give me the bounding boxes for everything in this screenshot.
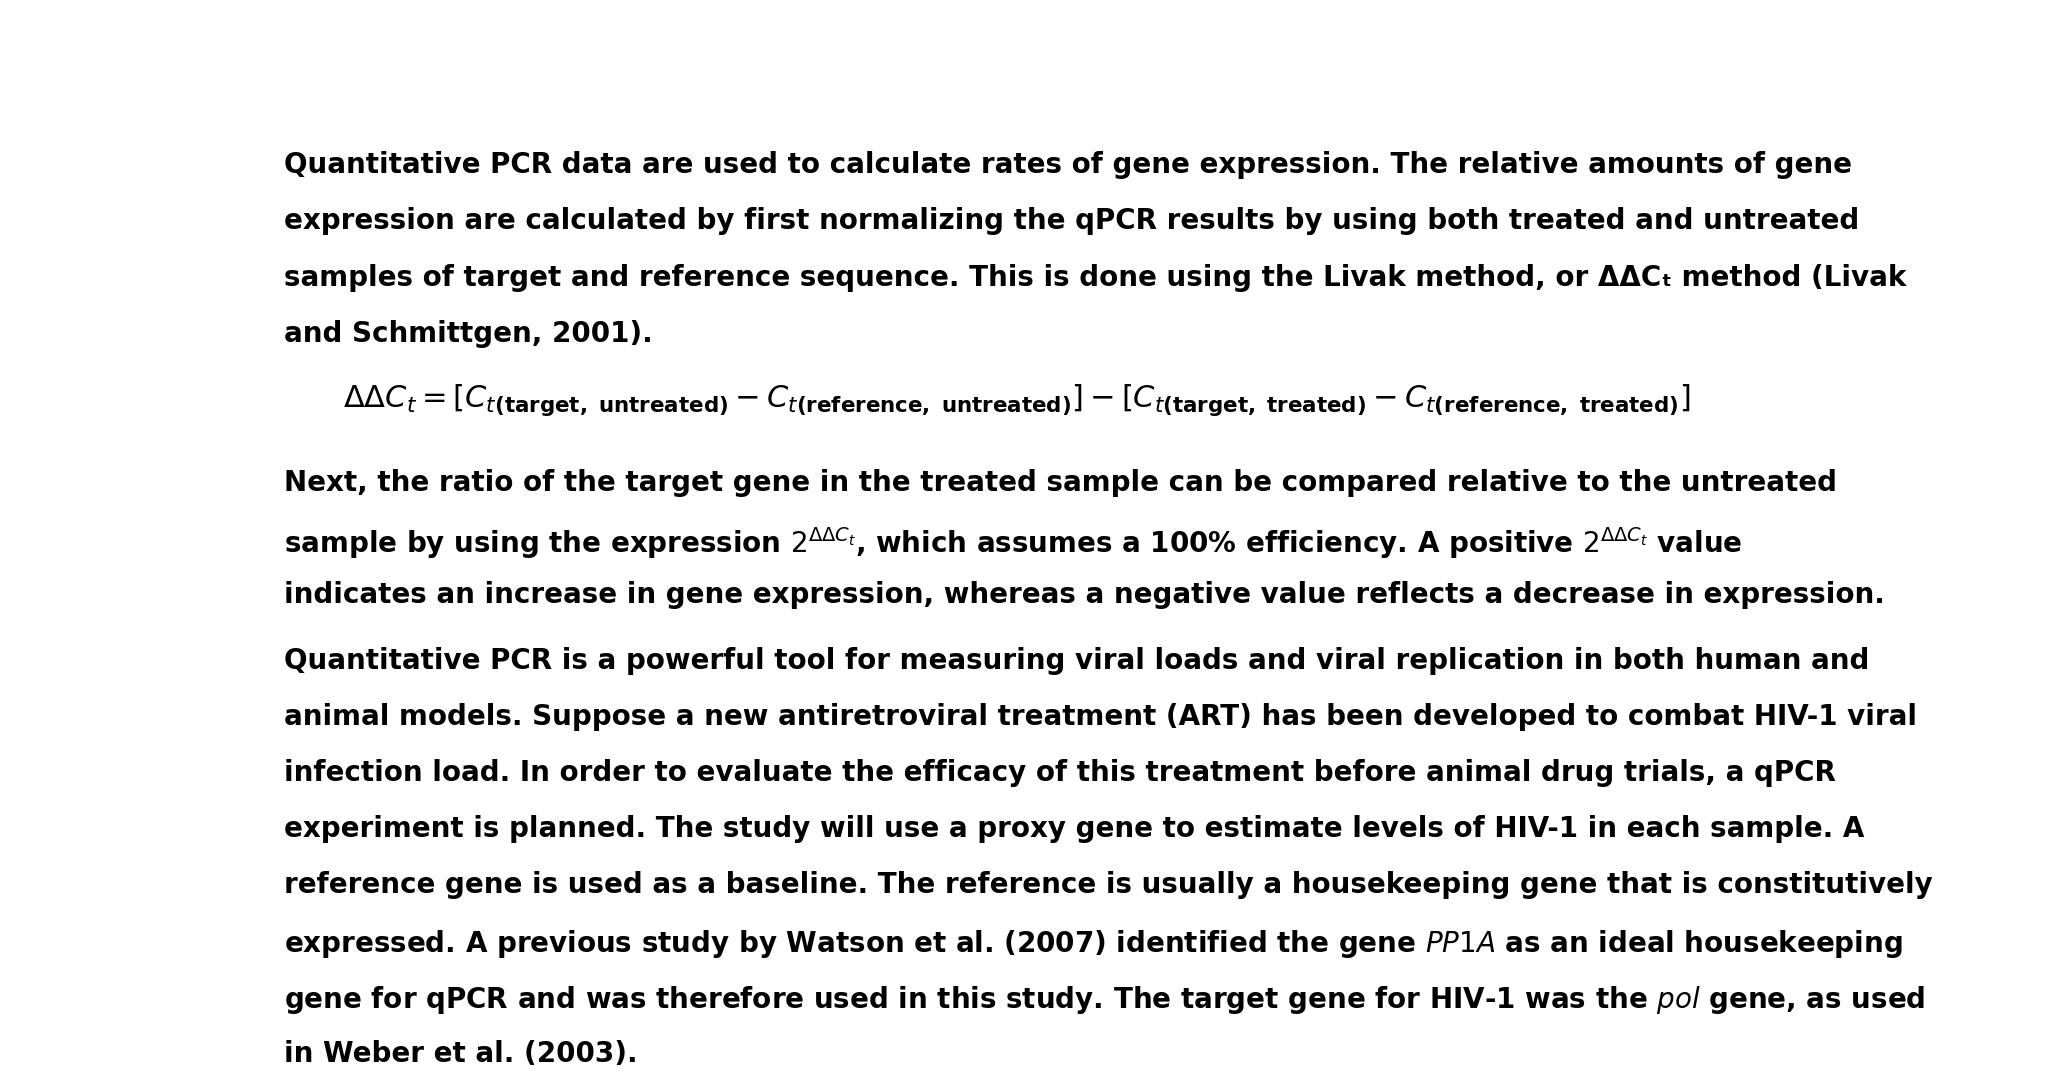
Text: Next, the ratio of the target gene in the treated sample can be compared relativ: Next, the ratio of the target gene in th… [284,468,1837,497]
Text: indicates an increase in gene expression, whereas a negative value reflects a de: indicates an increase in gene expression… [284,582,1884,609]
Text: expression are calculated by first normalizing the qPCR results by using both tr: expression are calculated by first norma… [284,208,1860,236]
Text: Quantitative PCR data are used to calculate rates of gene expression. The relati: Quantitative PCR data are used to calcul… [284,151,1852,179]
Text: sample by using the expression $2^{\Delta\Delta C_t}$, which assumes a 100% effi: sample by using the expression $2^{\Delt… [284,525,1743,561]
Text: expressed. A previous study by Watson et al. (2007) identified the gene $\mathit: expressed. A previous study by Watson et… [284,927,1903,960]
Text: animal models. Suppose a new antiretroviral treatment (ART) has been developed t: animal models. Suppose a new antiretrovi… [284,703,1917,732]
Text: gene for qPCR and was therefore used in this study. The target gene for HIV-1 wa: gene for qPCR and was therefore used in … [284,984,1925,1015]
Text: Quantitative PCR is a powerful tool for measuring viral loads and viral replicat: Quantitative PCR is a powerful tool for … [284,647,1870,675]
Text: in Weber et al. (2003).: in Weber et al. (2003). [284,1039,638,1067]
Text: reference gene is used as a baseline. The reference is usually a housekeeping ge: reference gene is used as a baseline. Th… [284,872,1933,899]
Text: samples of target and reference sequence. This is done using the Livak method, o: samples of target and reference sequence… [284,263,1907,291]
Text: infection load. In order to evaluate the efficacy of this treatment before anima: infection load. In order to evaluate the… [284,760,1835,787]
Text: and Schmittgen, 2001).: and Schmittgen, 2001). [284,320,653,348]
Text: experiment is planned. The study will use a proxy gene to estimate levels of HIV: experiment is planned. The study will us… [284,815,1864,844]
Text: $\Delta\Delta C_t = \left[C_{t\mathregular{(target,\ untreated)}} - C_{t\mathreg: $\Delta\Delta C_t = \left[C_{t\mathregul… [344,383,1690,418]
